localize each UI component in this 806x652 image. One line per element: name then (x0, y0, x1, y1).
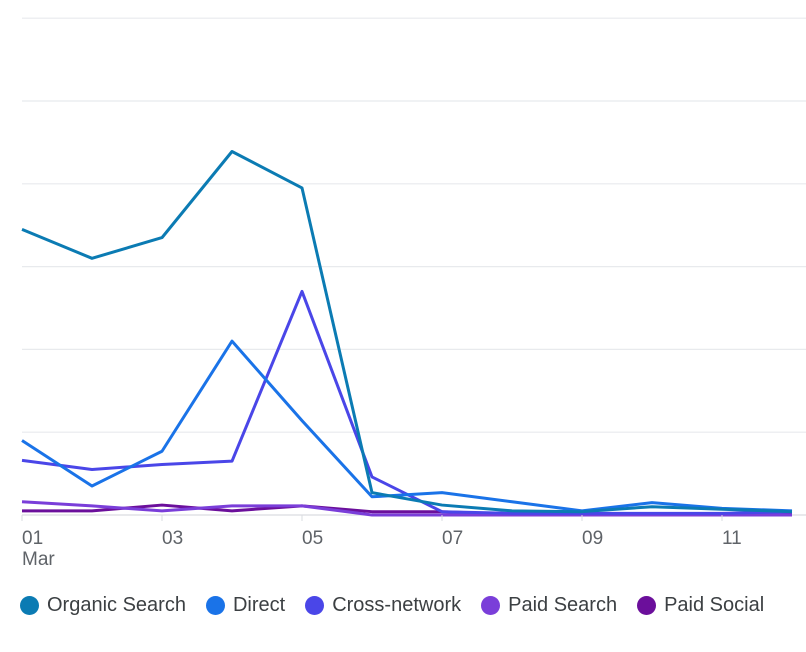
legend-item[interactable]: Paid Social (637, 594, 764, 617)
x-tick-label: 03 (162, 528, 183, 549)
legend-swatch-icon (20, 596, 39, 615)
x-tick-label: 01 (22, 528, 43, 549)
legend-label: Direct (232, 594, 286, 616)
legend-item[interactable]: Organic Search (20, 594, 186, 617)
legend-label: Cross-network (332, 594, 462, 616)
legend-label: Paid Search (508, 594, 618, 616)
legend-swatch-icon (205, 596, 225, 615)
x-tick-label: 11 (722, 528, 742, 549)
legend-item[interactable]: Paid Search (481, 594, 617, 617)
series-line-cross-network (21, 289, 793, 515)
legend-item[interactable]: Cross-network (305, 594, 461, 617)
legend-swatch-icon (637, 596, 657, 615)
chart-legend: Organic Search Direct Cross-network Paid Se… (20, 594, 764, 617)
legend-swatch-icon (305, 596, 325, 615)
x-tick-sublabel: Mar (22, 549, 55, 570)
series-line-direct (21, 339, 793, 513)
x-tick-label: 07 (442, 528, 463, 549)
legend-label: Paid Social (664, 594, 765, 616)
x-tick-label: 05 (302, 528, 323, 549)
legend-label: Organic Search (47, 594, 186, 616)
series-line-paid-search (21, 500, 792, 517)
series-line-organic-search (21, 150, 793, 514)
legend-swatch-icon (481, 596, 501, 615)
x-tick-label: 09 (582, 528, 603, 549)
legend-item[interactable]: Direct (205, 594, 286, 617)
